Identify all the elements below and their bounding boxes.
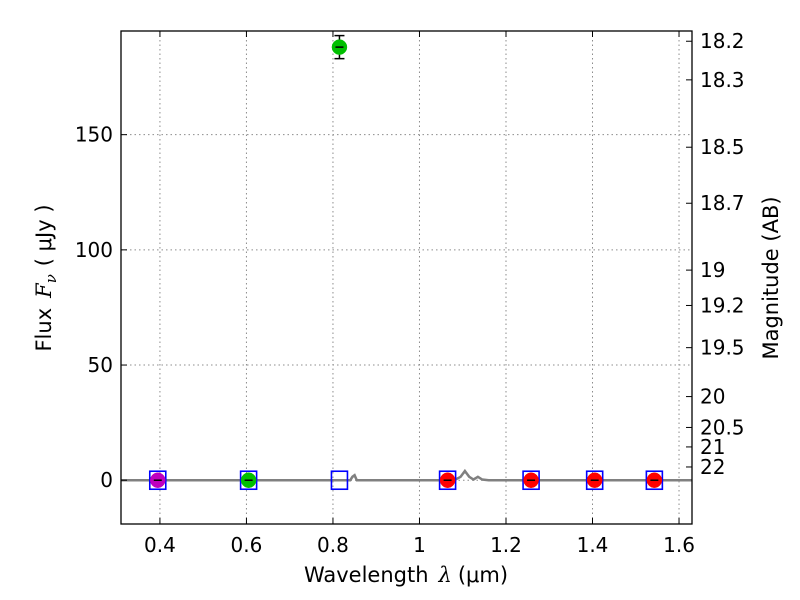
y2-tick-label: 18.2 (700, 29, 745, 53)
model-point (239, 470, 258, 491)
y2-tick-label: 18.7 (700, 191, 745, 215)
y2-tick-label: 19.2 (700, 293, 745, 317)
model-spectrum (121, 468, 692, 482)
model-point (438, 470, 457, 491)
model-point (148, 470, 167, 491)
model-point (522, 470, 540, 491)
model-point (585, 470, 604, 491)
y2-tick-label: 21 (700, 435, 725, 459)
observed-points (150, 34, 663, 488)
y2-tick-label: 19 (700, 258, 725, 282)
axis-labels: 0.4 0.6 0.8 1 1.2 1.4 1.6 0 50 100 150 18.2 18.3 18.5… (75, 29, 745, 557)
spectrum-line (121, 468, 692, 482)
y2-axis-title: Magnitude (AB) (759, 196, 783, 359)
x-tick-label: 1.6 (663, 533, 695, 557)
axis-ticks (121, 31, 692, 524)
y2-tick-label: 20.5 (700, 415, 745, 439)
model-point (645, 470, 664, 491)
x-tick-label: 0.4 (144, 533, 176, 557)
x-tick-label: 0.8 (317, 533, 349, 557)
y-tick-label: 0 (100, 468, 113, 492)
plot-frame (120, 30, 693, 525)
x-axis-title: Wavelength λ (μm) (304, 563, 508, 587)
y2-tick-label: 22 (700, 455, 725, 479)
x-tick-label: 1.2 (490, 533, 522, 557)
y-tick-label: 100 (75, 238, 113, 262)
y2-tick-label: 18.5 (700, 135, 745, 159)
y-tick-label: 50 (88, 353, 113, 377)
y-axis-title: FluxFν( μJy ) (32, 204, 60, 351)
grid (121, 31, 692, 524)
model-points (148, 470, 664, 491)
model-point (330, 470, 349, 491)
y2-tick-label: 19.5 (700, 336, 745, 360)
y2-tick-label: 20 (700, 385, 725, 409)
y-tick-label: 150 (75, 123, 113, 147)
y2-tick-label: 18.3 (700, 68, 745, 92)
x-tick-label: 0.6 (231, 533, 263, 557)
x-tick-label: 1 (413, 533, 426, 557)
x-tick-label: 1.4 (577, 533, 609, 557)
